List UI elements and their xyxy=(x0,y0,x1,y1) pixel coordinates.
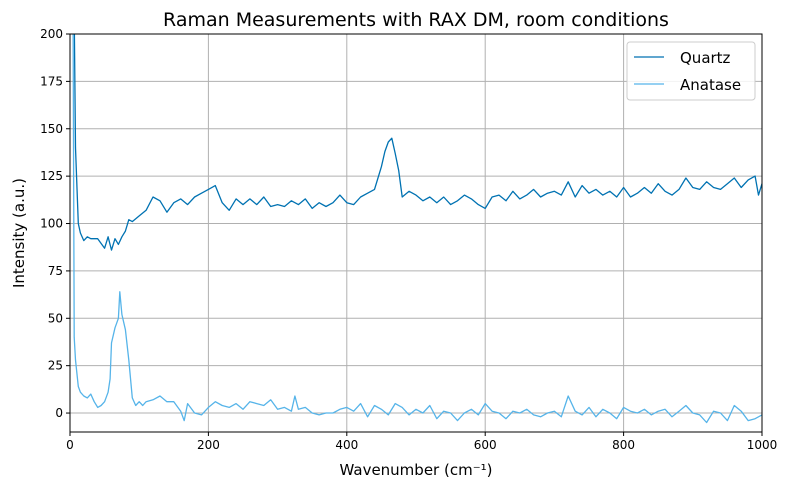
x-tick-label: 600 xyxy=(474,438,497,452)
y-tick-label: 25 xyxy=(48,359,63,373)
x-axis-label: Wavenumber (cm⁻¹) xyxy=(340,461,493,479)
x-tick-label: 1000 xyxy=(747,438,778,452)
x-tick-label: 200 xyxy=(197,438,220,452)
x-tick-label: 800 xyxy=(612,438,635,452)
series-lines xyxy=(72,34,762,424)
legend: Quartz Anatase xyxy=(626,41,756,101)
legend-label-quartz: Quartz xyxy=(680,49,731,67)
y-tick-label: 75 xyxy=(48,264,63,278)
y-tick-label: 175 xyxy=(40,74,63,88)
plot-frame xyxy=(69,33,763,433)
y-tick-label: 200 xyxy=(40,27,63,41)
legend-label-anatase: Anatase xyxy=(680,76,741,94)
y-tick-label: 100 xyxy=(40,217,63,231)
y-tick-label: 0 xyxy=(55,406,63,420)
axis-ticks: 0 200 400 600 800 1000 0 25 50 75 100 125 150 175 200 xyxy=(40,27,777,452)
x-tick-label: 400 xyxy=(335,438,358,452)
y-tick-label: 150 xyxy=(40,122,63,136)
y-axis-label: Intensity (a.u.) xyxy=(10,178,28,288)
series-line-anatase xyxy=(72,34,762,424)
chart-title: Raman Measurements with RAX DM, room con… xyxy=(163,9,669,31)
series-line-quartz xyxy=(73,34,762,251)
x-tick-label: 0 xyxy=(66,438,74,452)
y-tick-label: 50 xyxy=(48,311,63,325)
y-tick-label: 125 xyxy=(40,169,63,183)
